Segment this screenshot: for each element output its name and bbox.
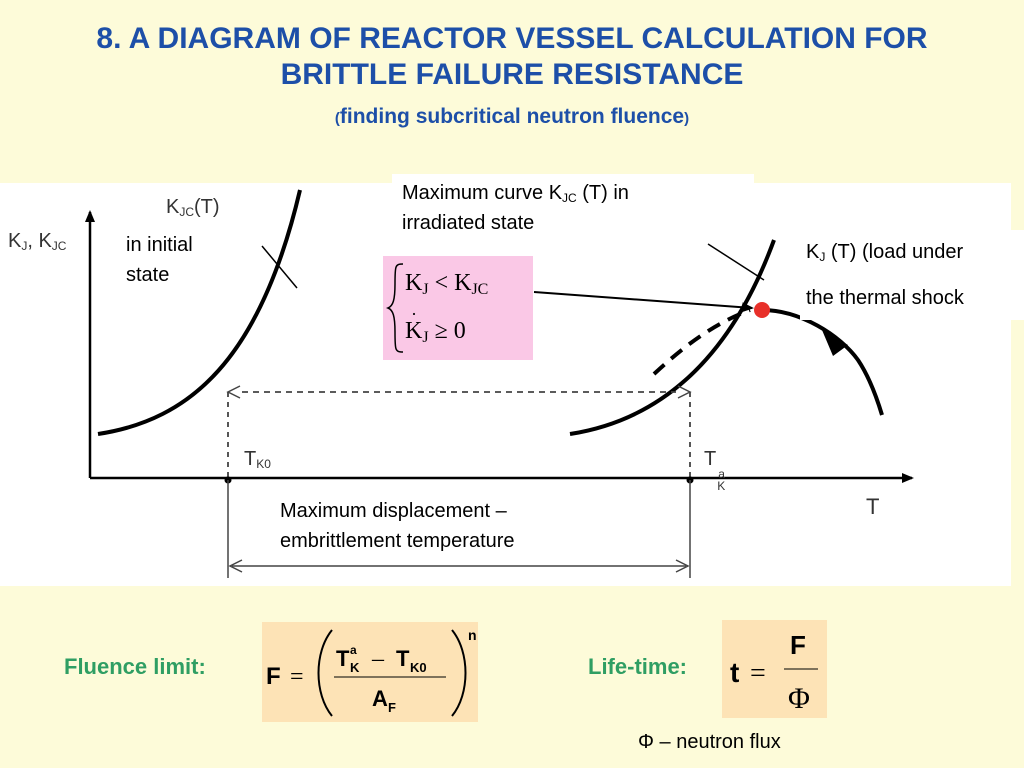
- subtitle-text: finding subcritical neutron fluence: [339, 105, 685, 128]
- max-curve-line2: irradiated state: [402, 212, 535, 234]
- svg-text:t: t: [730, 657, 739, 688]
- max-curve-text: Maximum curve K: [402, 182, 563, 204]
- displacement-line2: embrittlement temperature: [280, 530, 515, 552]
- svg-text:–: –: [371, 646, 385, 672]
- tka-t: T: [704, 448, 717, 470]
- max-curve-line1: Maximum curve KJC (T) in: [402, 178, 629, 213]
- load-k: K: [806, 241, 820, 263]
- neutron-flux-note: Φ – neutron flux: [638, 731, 781, 753]
- y-axis-label: KJ, KJC: [8, 226, 66, 261]
- svg-text:a: a: [350, 643, 357, 657]
- svg-text:A: A: [372, 686, 388, 711]
- max-curve-label-box: Maximum curve KJC (T) in irradiated stat…: [392, 174, 754, 240]
- lifetime-formula: t = F Φ: [730, 630, 818, 715]
- displacement-label: Maximum displacement – embrittlement tem…: [280, 496, 515, 556]
- condition-box: KJ < KJC K · J ≥ 0: [383, 256, 533, 360]
- kjc-initial-curve: [97, 189, 302, 436]
- initial-state-line2: state: [126, 264, 170, 286]
- dashed-curve: [652, 308, 751, 376]
- tka-sup: a: [718, 467, 725, 481]
- kj-load-curve: [761, 308, 884, 416]
- condition-arrow: [533, 291, 754, 313]
- slide-title-line1: 8. A DIAGRAM OF REACTOR VESSEL CALCULATI…: [96, 22, 928, 55]
- kj-load-arrowhead: [822, 330, 848, 356]
- x-axis-label: T: [866, 494, 880, 519]
- svg-text:=: =: [750, 658, 766, 689]
- fluence-formula-box: F = n T a K – T K0 A F: [262, 622, 478, 722]
- load-label-box: KJ (T) (load under the thermal shock: [800, 230, 1024, 320]
- load-line1: KJ (T) (load under: [806, 237, 963, 272]
- y-axis-label-text: KJ, KJC: [8, 230, 67, 253]
- load-text: (T) (load under: [825, 241, 964, 263]
- lifetime-label: Life-time:: [588, 654, 687, 679]
- svg-text:F: F: [388, 700, 396, 715]
- load-line2: the thermal shock: [806, 287, 964, 309]
- condition-line2: K · J ≥ 0: [405, 304, 466, 346]
- initial-state-line1: in initial: [126, 234, 193, 256]
- dashed-arrow-left: [226, 385, 241, 399]
- svg-text:T: T: [396, 646, 410, 671]
- kjc-label-leader: [261, 245, 298, 289]
- slide-subtitle: (finding subcritical neutron fluence): [0, 104, 1024, 132]
- tka-sub: K: [717, 479, 726, 493]
- slide-title-line2: BRITTLE FAILURE RESISTANCE: [280, 58, 744, 91]
- intersection-point: [754, 302, 770, 318]
- condition-line1: KJ < KJC: [405, 270, 489, 298]
- displacement-arrow-right: [675, 559, 690, 573]
- svg-text:K0: K0: [410, 660, 427, 675]
- condition-brace: [385, 263, 404, 353]
- kjc-irradiated-curve: [569, 239, 776, 436]
- tk0-t: T: [244, 448, 257, 470]
- subtitle-open-paren: (: [334, 110, 340, 127]
- displacement-arrow-left: [228, 559, 243, 573]
- svg-text:=: =: [290, 664, 304, 690]
- load-sub: J: [819, 250, 826, 264]
- displacement-line1: Maximum displacement –: [280, 500, 507, 522]
- tk0-label: TK0: [244, 444, 271, 479]
- svg-text:F: F: [266, 663, 281, 690]
- svg-text:Φ: Φ: [788, 682, 810, 715]
- svg-text:K: K: [350, 660, 360, 675]
- tk0-sub: K0: [256, 457, 271, 471]
- dashed-arrow-right: [677, 385, 692, 399]
- initial-state-label: in initial state: [126, 230, 193, 290]
- kjc-curve-label: KJC(T): [166, 196, 220, 219]
- svg-text:n: n: [468, 627, 477, 643]
- fluence-formula: F = n T a K – T K0 A F: [266, 627, 477, 717]
- svg-text:T: T: [336, 646, 350, 671]
- max-curve-sub: JC: [562, 191, 577, 205]
- lifetime-formula-box: t = F Φ: [722, 620, 827, 718]
- fluence-limit-label: Fluence limit:: [64, 654, 206, 679]
- subtitle-close-paren: ): [684, 110, 690, 127]
- svg-text:F: F: [790, 630, 806, 660]
- max-curve-text2: (T) in: [576, 182, 629, 204]
- max-curve-leader: [707, 243, 765, 281]
